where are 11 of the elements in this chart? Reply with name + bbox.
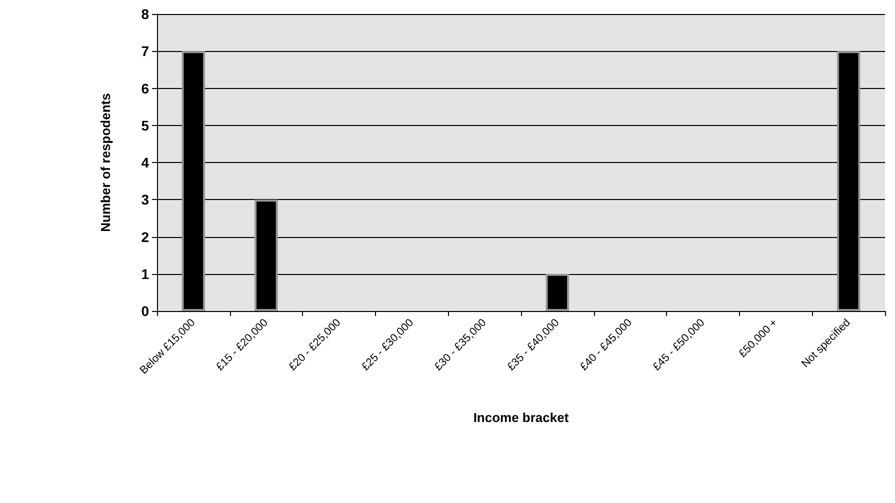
y-tick-label: 4 [141, 154, 150, 170]
y-tick-label: 5 [141, 117, 150, 134]
y-axis-title: Number of respodents [98, 93, 113, 232]
y-tick-label: 3 [141, 192, 150, 208]
y-tick-label: 1 [141, 266, 150, 282]
x-axis-title: Income bracket [473, 410, 570, 425]
y-tick-label: 6 [141, 80, 150, 96]
y-tick-label: 7 [141, 43, 150, 60]
y-tick-label: 8 [141, 6, 150, 22]
y-tick-label: 0 [141, 303, 150, 319]
y-tick-label: 2 [141, 228, 150, 245]
